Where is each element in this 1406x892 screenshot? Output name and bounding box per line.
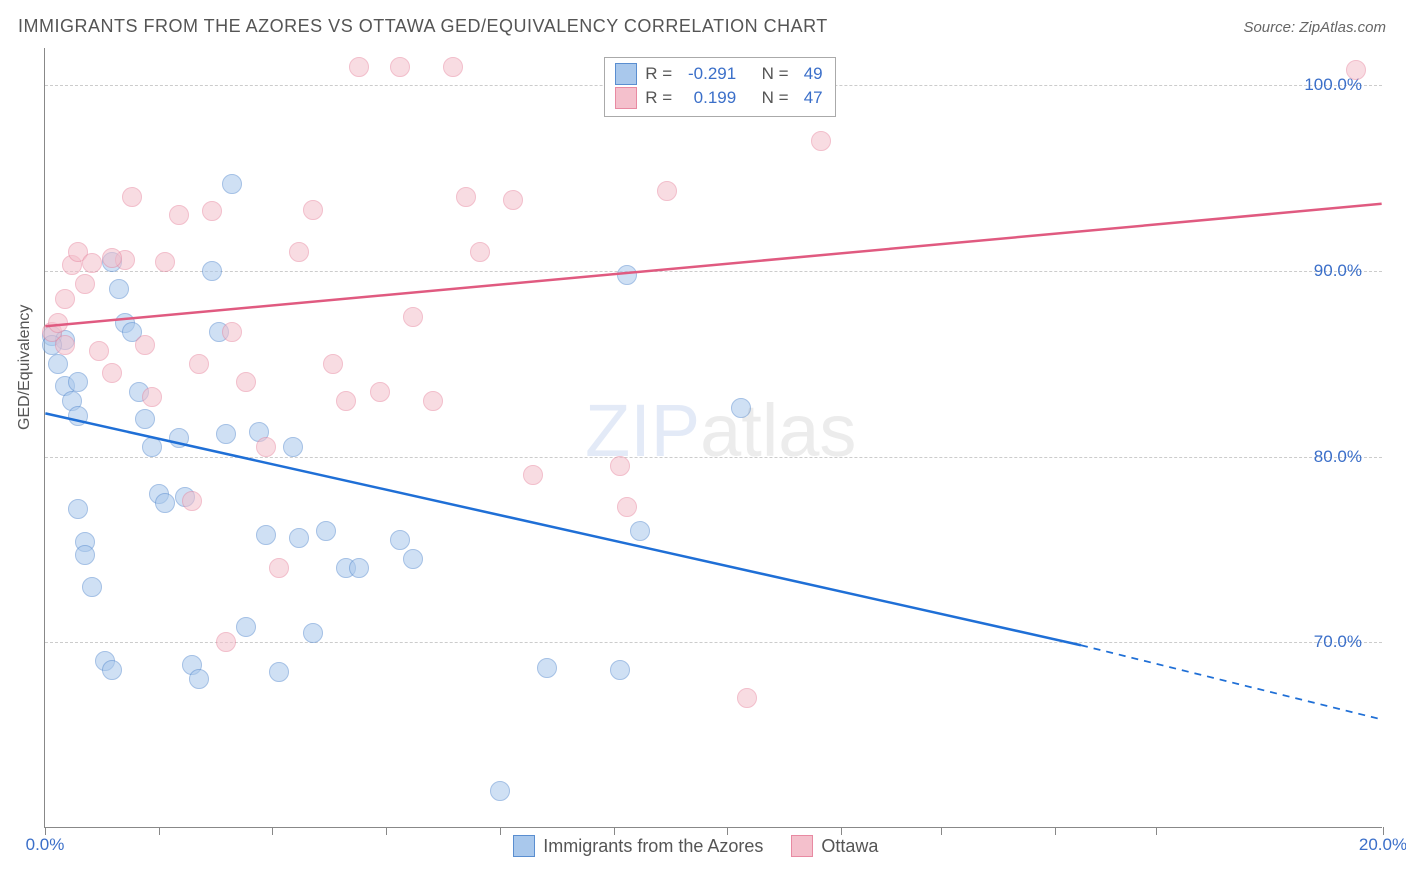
x-tick-label: 0.0% [26,835,65,855]
stats-row: R = -0.291 N = 49 [615,62,822,86]
x-tick [45,827,46,835]
x-tick [500,827,501,835]
stats-legend: R = -0.291 N = 49R = 0.199 N = 47 [604,57,835,117]
legend-item: Ottawa [791,835,878,857]
x-tick [272,827,273,835]
chart-title: IMMIGRANTS FROM THE AZORES VS OTTAWA GED… [18,16,828,37]
source-label: Source: ZipAtlas.com [1243,19,1386,36]
stats-row: R = 0.199 N = 47 [615,86,822,110]
x-tick [727,827,728,835]
legend-item: Immigrants from the Azores [513,835,763,857]
x-tick-label: 20.0% [1359,835,1406,855]
x-tick [1383,827,1384,835]
x-tick [941,827,942,835]
x-tick [1055,827,1056,835]
x-tick [841,827,842,835]
series-legend: Immigrants from the Azores Ottawa [513,835,878,857]
x-tick [614,827,615,835]
x-tick [1156,827,1157,835]
y-axis-label: GED/Equivalency [16,305,34,430]
x-tick [386,827,387,835]
chart-area: 70.0%80.0%90.0%100.0%0.0%20.0% ZIPatlas … [44,48,1382,828]
x-tick [159,827,160,835]
regression-lines [45,48,1382,827]
